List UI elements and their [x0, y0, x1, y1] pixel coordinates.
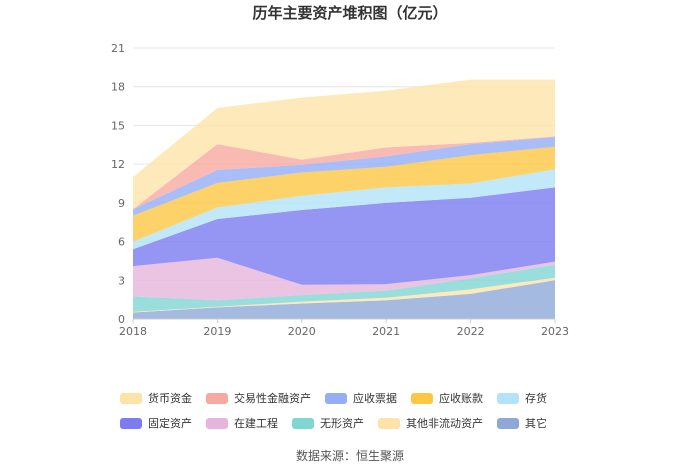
area-series-在建工程[interactable] [133, 257, 555, 301]
area-series-应收账款[interactable] [133, 146, 555, 242]
y-tick-label: 21 [111, 42, 125, 55]
legend-swatch [497, 392, 519, 404]
legend: 货币资金 交易性金融资产 应收票据 应收账款 存货固定资产 在建工程 无形资产 其他非流动资产… [120, 390, 590, 431]
area-series-存货[interactable] [133, 169, 555, 250]
legend-item[interactable]: 固定资产 [120, 415, 192, 431]
area-series-货币资金[interactable] [133, 79, 555, 210]
area-series-应收票据[interactable] [133, 137, 555, 216]
area-series-其它[interactable] [133, 280, 555, 319]
legend-item[interactable]: 其它 [497, 415, 547, 431]
legend-swatch [497, 417, 519, 429]
area-series-交易性金融资产[interactable] [133, 136, 555, 210]
x-tick-label: 2021 [372, 325, 400, 338]
x-tick-label: 2020 [288, 325, 316, 338]
legend-item[interactable]: 无形资产 [292, 415, 364, 431]
legend-swatch [206, 392, 228, 404]
legend-label: 应收票据 [353, 392, 397, 405]
legend-item[interactable]: 应收账款 [411, 390, 483, 406]
legend-swatch [378, 417, 400, 429]
legend-item[interactable]: 在建工程 [206, 415, 278, 431]
y-tick-label: 6 [118, 236, 125, 249]
legend-swatch [292, 417, 314, 429]
legend-item[interactable]: 交易性金融资产 [206, 390, 311, 406]
x-tick-label: 2023 [541, 325, 569, 338]
x-tick-label: 2018 [119, 325, 147, 338]
legend-label: 无形资产 [320, 417, 364, 430]
axis-layer: 0 3 6 9 12 15 18 21 2018 2019 2020 2021 2022 2023 [111, 42, 569, 338]
y-tick-label: 18 [111, 81, 125, 94]
legend-label: 在建工程 [234, 417, 278, 430]
legend-swatch [206, 417, 228, 429]
legend-label: 货币资金 [148, 392, 192, 405]
legend-swatch [411, 392, 433, 404]
legend-item[interactable]: 应收票据 [325, 390, 397, 406]
y-tick-label: 9 [118, 197, 125, 210]
legend-swatch [120, 417, 142, 429]
y-tick-label: 12 [111, 158, 125, 171]
legend-label: 其他非流动资产 [406, 417, 483, 430]
legend-label: 固定资产 [148, 417, 192, 430]
legend-label: 存货 [525, 392, 547, 405]
area-series-固定资产[interactable] [133, 187, 555, 285]
y-tick-label: 15 [111, 119, 125, 132]
legend-item[interactable]: 其他非流动资产 [378, 415, 483, 431]
legend-swatch [120, 392, 142, 404]
legend-item[interactable]: 存货 [497, 390, 547, 406]
x-tick-label: 2022 [457, 325, 485, 338]
legend-item[interactable]: 货币资金 [120, 390, 192, 406]
area-series-无形资产[interactable] [133, 264, 555, 312]
y-tick-label: 3 [118, 274, 125, 287]
legend-label: 交易性金融资产 [234, 392, 311, 405]
legend-label: 其它 [525, 417, 547, 430]
legend-swatch [325, 392, 347, 404]
x-tick-label: 2019 [203, 325, 231, 338]
area-layer [133, 79, 555, 319]
y-tick-label: 0 [118, 313, 125, 326]
chart-title: 历年主要资产堆积图（亿元） [252, 4, 448, 22]
legend-label: 应收账款 [439, 392, 483, 405]
data-source-note: 数据来源：恒生聚源 [295, 449, 404, 463]
